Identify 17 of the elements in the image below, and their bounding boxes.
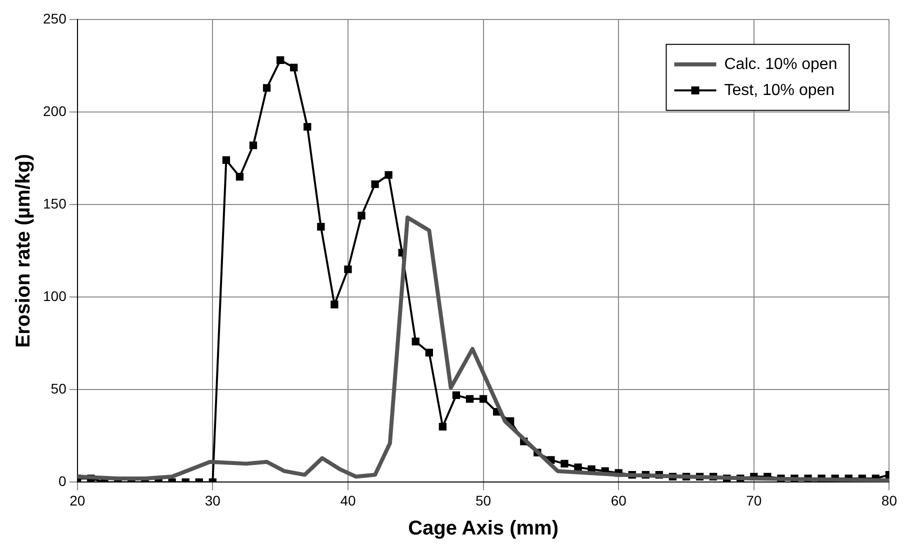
x-tick-label: 70 (746, 492, 762, 508)
x-tick-label: 30 (204, 492, 221, 508)
x-axis-title: Cage Axis (mm) (408, 518, 558, 540)
x-tick-label: 60 (610, 492, 627, 508)
x-tick-label: 20 (70, 492, 86, 508)
y-tick-label: 100 (43, 288, 67, 304)
y-tick-label: 250 (43, 10, 67, 26)
x-tick-label: 40 (340, 492, 356, 508)
y-tick-label: 50 (50, 380, 67, 396)
x-tick-label: 50 (475, 492, 492, 508)
x-tick-label: 80 (881, 492, 898, 508)
y-tick-label: 0 (58, 473, 67, 490)
legend-label: Calc. 10% open (724, 56, 838, 73)
y-tick-label: 200 (43, 102, 67, 119)
legend-label: Test, 10% open (724, 82, 835, 99)
y-tick-label: 150 (43, 195, 67, 212)
y-axis-title: Erosion rate (µm/kg) (12, 154, 35, 348)
